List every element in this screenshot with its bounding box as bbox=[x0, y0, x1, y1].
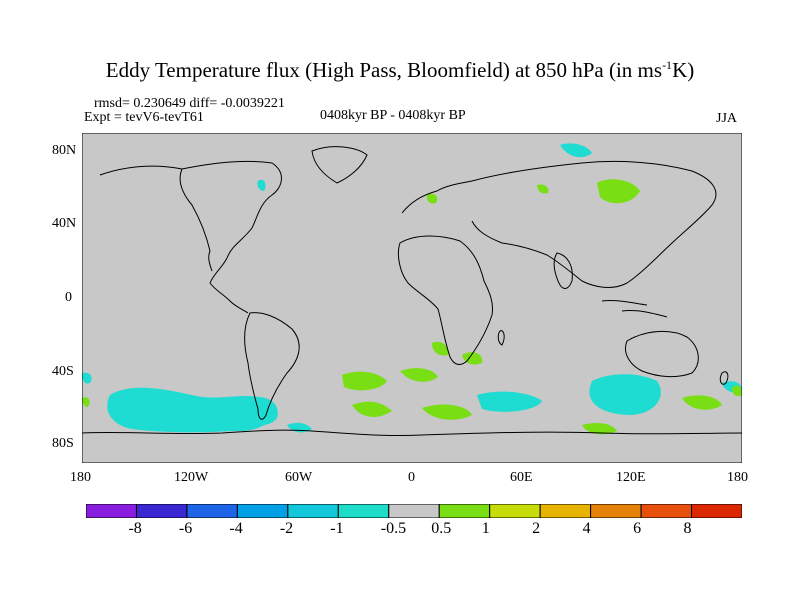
y-tick-label: 80N bbox=[52, 143, 77, 158]
colorbar-box bbox=[691, 504, 742, 518]
colorbar-label: -0.5 bbox=[380, 520, 407, 537]
colorbar-box bbox=[539, 504, 592, 518]
colorbar-box bbox=[287, 504, 339, 518]
y-tick-label: 40N bbox=[52, 216, 77, 231]
colorbar-box bbox=[438, 504, 491, 518]
colorbar-box bbox=[86, 504, 137, 518]
colorbar-label: 1 bbox=[481, 520, 490, 537]
colorbar-box bbox=[590, 504, 642, 518]
x-tick-label: 180 bbox=[727, 470, 748, 485]
x-tick-label: 120E bbox=[616, 470, 646, 485]
colorbar-label: 4 bbox=[582, 520, 591, 537]
negative-anomaly-regions bbox=[82, 143, 742, 433]
colorbar-label: -2 bbox=[279, 520, 294, 537]
x-tick-label: 180 bbox=[70, 470, 91, 485]
season-label: JJA bbox=[716, 111, 738, 126]
colorbar-label: 0.5 bbox=[431, 520, 452, 537]
x-tick-label: 60W bbox=[285, 470, 313, 485]
colorbar-label: -1 bbox=[330, 520, 344, 537]
colorbar-box bbox=[640, 504, 693, 518]
x-tick-label: 0 bbox=[408, 470, 415, 485]
y-tick-label: 40S bbox=[52, 364, 74, 379]
colorbar-label: -6 bbox=[178, 520, 193, 537]
period-label: 0408kyr BP - 0408kyr BP bbox=[320, 108, 466, 123]
stats-label: rmsd= 0.230649 diff= -0.0039221 bbox=[94, 96, 285, 111]
colorbar-label: 2 bbox=[532, 520, 541, 537]
y-tick-label: 0 bbox=[65, 290, 72, 305]
colorbar-label: 8 bbox=[683, 520, 692, 537]
coastlines bbox=[82, 146, 742, 437]
colorbar-box bbox=[337, 504, 390, 518]
colorbar-box bbox=[489, 504, 541, 518]
x-tick-label: 120W bbox=[174, 470, 209, 485]
colorbar-label: -4 bbox=[229, 520, 243, 537]
colorbar-box bbox=[186, 504, 238, 518]
world-map bbox=[82, 133, 742, 463]
colorbar-box bbox=[135, 504, 188, 518]
colorbar-label: 6 bbox=[633, 520, 642, 537]
y-tick-label: 80S bbox=[52, 436, 74, 451]
colorbar-label: -8 bbox=[128, 520, 142, 537]
experiment-label: Expt = tevV6-tevT61 bbox=[84, 110, 204, 125]
x-tick-label: 60E bbox=[510, 470, 533, 485]
colorbar-box bbox=[388, 504, 440, 518]
colorbar-box bbox=[236, 504, 289, 518]
positive-anomaly-regions bbox=[82, 179, 742, 435]
colorbar bbox=[86, 504, 742, 518]
figure-title: Eddy Temperature flux (High Pass, Bloomf… bbox=[105, 58, 695, 82]
